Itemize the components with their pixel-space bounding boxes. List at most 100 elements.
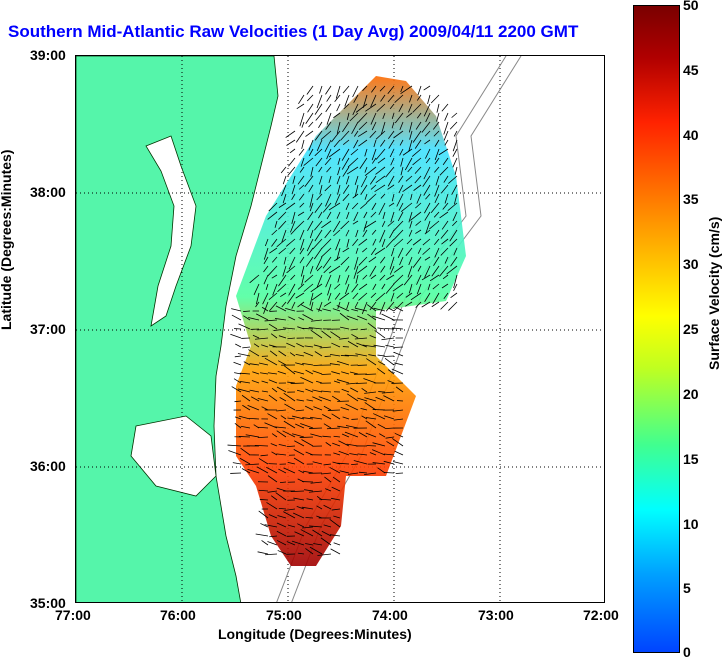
velocity-arrow: [336, 86, 340, 98]
velocity-arrow: [307, 95, 313, 101]
x-tick-4: 73:00: [478, 607, 514, 623]
velocity-arrow: [424, 86, 430, 90]
colorbar-tick-5: 5: [683, 580, 691, 596]
velocity-arrow: [393, 462, 403, 464]
velocity-arrow: [300, 437, 313, 438]
velocity-arrow: [367, 445, 376, 446]
velocity-arrow: [325, 86, 331, 94]
velocity-arrow: [334, 543, 340, 545]
velocity-arrow: [232, 315, 241, 320]
velocity-arrow: [242, 347, 250, 348]
velocity-arrow: [243, 311, 250, 312]
velocity-arrow: [317, 95, 322, 108]
velocity-field: [236, 76, 466, 566]
x-tick-1: 76:00: [160, 607, 196, 623]
velocity-arrow: [288, 158, 295, 166]
colorbar-tick-25: 25: [683, 321, 699, 337]
velocity-arrow: [283, 176, 286, 184]
velocity-arrow: [356, 383, 367, 384]
velocity-arrow: [262, 540, 268, 545]
velocity-arrow: [256, 534, 268, 536]
velocity-arrow: [299, 149, 304, 156]
velocity-arrow: [302, 122, 304, 128]
velocity-arrow: [306, 113, 313, 124]
colorbar-tick-20: 20: [683, 386, 699, 402]
velocity-arrow: [455, 167, 457, 175]
y-tick-1: 38:00: [30, 184, 66, 200]
velocity-arrow: [305, 131, 313, 137]
velocity-arrow: [431, 95, 439, 103]
velocity-arrow: [325, 356, 331, 357]
velocity-arrow: [230, 334, 241, 338]
velocity-arrow: [450, 122, 457, 129]
map-svg: [76, 56, 605, 603]
velocity-arrow: [441, 302, 448, 309]
velocity-arrow: [281, 167, 286, 173]
y-axis-label: Latitude (Degrees:Minutes): [0, 150, 14, 330]
velocity-arrow: [327, 95, 331, 102]
x-tick-3: 74:00: [372, 607, 408, 623]
velocity-arrow: [233, 463, 241, 464]
velocity-arrow: [373, 409, 385, 410]
velocity-arrow: [452, 113, 457, 118]
velocity-arrow: [235, 344, 241, 347]
velocity-arrow: [381, 338, 394, 340]
velocity-arrow: [375, 330, 385, 338]
velocity-arrow: [298, 95, 304, 104]
velocity-arrow: [396, 473, 403, 474]
colorbar-tick-30: 30: [683, 256, 699, 272]
velocity-arrow: [234, 362, 241, 365]
velocity-arrow: [319, 86, 322, 94]
velocity-arrow: [343, 86, 349, 93]
velocity-arrow: [385, 328, 394, 329]
map-plot-area: [75, 55, 605, 603]
velocity-arrow: [437, 104, 439, 113]
x-tick-0: 77:00: [55, 607, 91, 623]
y-tick-3: 36:00: [30, 458, 66, 474]
x-axis-label: Longitude (Degrees:Minutes): [218, 626, 412, 642]
velocity-arrow: [448, 302, 457, 311]
colorbar-tick-0: 0: [683, 644, 691, 660]
velocity-arrow: [309, 122, 313, 127]
velocity-arrow: [297, 104, 304, 109]
velocity-arrow: [316, 113, 322, 120]
colorbar-tick-40: 40: [683, 127, 699, 143]
velocity-arrow: [307, 86, 313, 95]
velocity-arrow: [231, 309, 241, 311]
velocity-arrow: [290, 149, 295, 153]
velocity-arrow: [286, 131, 295, 138]
velocity-arrow: [302, 140, 304, 149]
velocity-arrow: [442, 104, 448, 111]
velocity-arrow: [258, 552, 268, 554]
x-tick-5: 72:00: [583, 607, 619, 623]
velocity-arrow: [337, 401, 349, 402]
velocity-arrow: [331, 549, 340, 554]
velocity-arrow: [445, 113, 448, 121]
velocity-arrow: [326, 104, 331, 112]
velocity-arrow: [428, 95, 430, 104]
velocity-arrow: [337, 104, 340, 111]
velocity-arrow: [291, 383, 304, 384]
x-tick-2: 75:00: [266, 607, 302, 623]
colorbar-tick-15: 15: [683, 451, 699, 467]
velocity-arrow: [308, 104, 313, 112]
velocity-arrow: [306, 517, 313, 518]
colorbar-tick-10: 10: [683, 516, 699, 532]
velocity-arrow: [318, 122, 322, 128]
y-tick-0: 39:00: [30, 47, 66, 63]
colorbar-tick-45: 45: [683, 62, 699, 78]
colorbar: [633, 5, 680, 653]
velocity-arrow: [235, 356, 241, 357]
colorbar-tick-35: 35: [683, 191, 699, 207]
velocity-arrow: [315, 104, 322, 115]
colorbar-tick-50: 50: [683, 0, 699, 13]
velocity-arrow: [395, 451, 403, 455]
y-tick-2: 37:00: [30, 321, 66, 337]
velocity-arrow: [451, 293, 457, 298]
map-title: Southern Mid-Atlantic Raw Velocities (1 …: [8, 22, 578, 42]
velocity-arrow: [365, 374, 376, 375]
colorbar-label: Surface Velocity (cm/s): [706, 217, 722, 370]
velocity-arrow: [328, 410, 340, 411]
velocity-arrow: [445, 140, 448, 145]
velocity-arrow: [453, 158, 457, 167]
